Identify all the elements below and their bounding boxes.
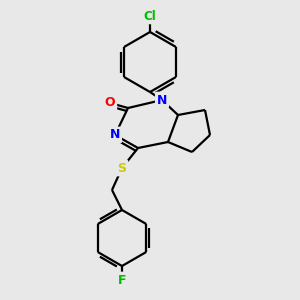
Text: O: O: [105, 97, 115, 110]
Text: N: N: [157, 94, 167, 106]
Text: S: S: [118, 161, 127, 175]
Text: Cl: Cl: [144, 10, 156, 22]
Text: F: F: [118, 274, 126, 286]
Text: N: N: [110, 128, 120, 142]
